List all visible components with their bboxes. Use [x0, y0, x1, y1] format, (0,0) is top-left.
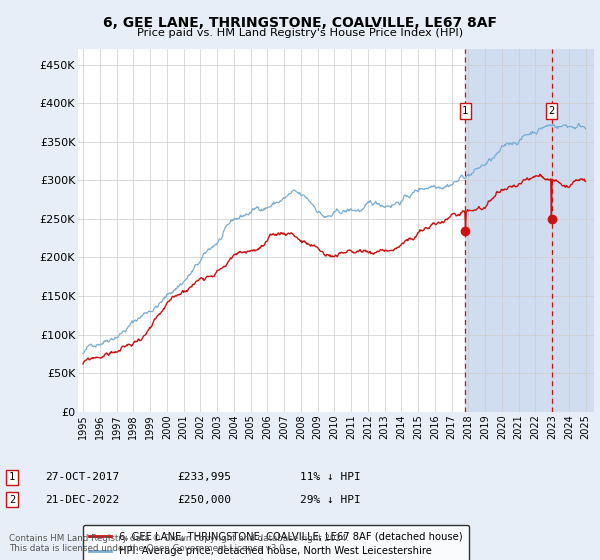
Text: £250,000: £250,000 [177, 494, 231, 505]
Text: 6, GEE LANE, THRINGSTONE, COALVILLE, LE67 8AF: 6, GEE LANE, THRINGSTONE, COALVILLE, LE6… [103, 16, 497, 30]
Text: 27-OCT-2017: 27-OCT-2017 [45, 472, 119, 482]
Text: 1: 1 [9, 472, 15, 482]
Text: 2: 2 [548, 106, 555, 116]
Bar [466, 49, 594, 412]
Text: Price paid vs. HM Land Registry's House Price Index (HPI): Price paid vs. HM Land Registry's House … [137, 28, 463, 38]
Legend: 6, GEE LANE, THRINGSTONE, COALVILLE, LE67 8AF (detached house), HPI: Average pri: 6, GEE LANE, THRINGSTONE, COALVILLE, LE6… [83, 525, 469, 560]
Text: 11% ↓ HPI: 11% ↓ HPI [300, 472, 361, 482]
Text: 2: 2 [9, 494, 15, 505]
Text: 29% ↓ HPI: 29% ↓ HPI [300, 494, 361, 505]
Text: 21-DEC-2022: 21-DEC-2022 [45, 494, 119, 505]
Text: 1: 1 [462, 106, 469, 116]
Text: Contains HM Land Registry data © Crown copyright and database right 2024.
This d: Contains HM Land Registry data © Crown c… [9, 534, 349, 553]
Text: £233,995: £233,995 [177, 472, 231, 482]
